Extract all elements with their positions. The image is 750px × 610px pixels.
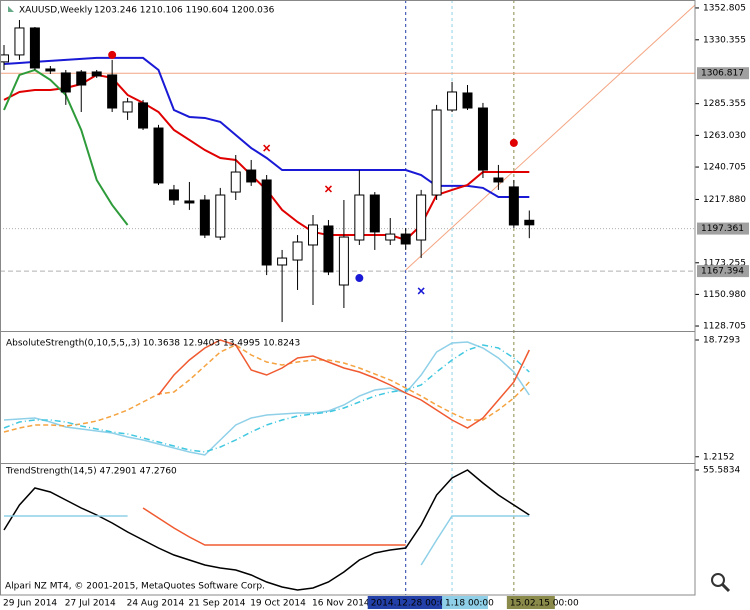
signal-cross <box>417 287 425 295</box>
level-label-box <box>697 67 749 80</box>
candle-body <box>261 179 272 266</box>
candle-body <box>477 107 488 171</box>
indicator-line <box>3 344 530 433</box>
candle-body <box>246 169 257 183</box>
candle-body <box>524 219 535 226</box>
candle-body <box>447 91 458 111</box>
y-tick-label: 55.5834 <box>703 465 740 475</box>
candle-body <box>91 71 102 77</box>
x-tick-label: 16 Nov 2014 <box>312 599 370 609</box>
y-tick-label: 1217.880 <box>703 195 746 205</box>
indicator-line <box>3 469 530 591</box>
indicator-title: TrendStrength(14,5) 47.2901 47.2760 <box>5 467 177 477</box>
candle-body <box>385 233 396 241</box>
indicator-title: AbsoluteStrength(0,10,5,5,,3) 10.3638 12… <box>6 339 300 349</box>
y-tick-label: 1352.805 <box>703 3 746 13</box>
candle-body <box>369 194 380 233</box>
ohlc-text: 1203.246 1210.106 1190.604 1200.036 <box>94 6 275 16</box>
candle-body <box>60 72 71 93</box>
signal-cross <box>263 144 271 152</box>
candle-body <box>107 74 118 109</box>
candle-body <box>168 189 179 201</box>
level-label: 1167.394 <box>701 267 744 277</box>
trendline <box>405 4 696 271</box>
signal-dot <box>355 274 364 283</box>
indicator-line <box>420 515 530 566</box>
y-tick-label: 1.2152 <box>703 452 735 462</box>
candle-body <box>416 194 427 241</box>
indicator-line <box>3 344 530 453</box>
y-tick-label: 1240.705 <box>703 163 746 173</box>
candle-body <box>76 71 87 86</box>
y-tick-label: 1173.255 <box>703 258 746 268</box>
y-tick-label: 1285.355 <box>703 99 746 109</box>
candle-body <box>277 257 288 266</box>
signal-dot <box>509 138 518 147</box>
x-tick-label: 21 Sep 2014 <box>188 599 245 609</box>
indicator-line <box>3 56 530 199</box>
time-label-box <box>506 596 555 609</box>
level-label: 1306.817 <box>701 69 744 79</box>
candle-body <box>323 225 334 273</box>
candle-body <box>493 177 504 183</box>
time-label: 2014.12.28 00:00 <box>371 599 452 609</box>
y-tick-label: 1263.030 <box>703 131 746 141</box>
candle-body <box>354 194 365 241</box>
x-tick-label: 29 Jun 2014 <box>3 599 57 609</box>
signal-dot <box>108 50 117 59</box>
candle-body <box>14 27 25 56</box>
candle-body <box>338 236 349 286</box>
x-tick-label: 19 Oct 2014 <box>250 599 306 609</box>
indicator-line <box>142 507 406 546</box>
y-tick-label: 18.7293 <box>703 336 740 346</box>
x-tick-label: 27 Jul 2014 <box>65 599 116 609</box>
time-label: 15.02.15 00:00 <box>510 599 579 609</box>
symbol-icon <box>8 6 14 12</box>
plot-border <box>0 0 696 596</box>
y-tick-label: 1330.355 <box>703 35 746 45</box>
level-label: 1197.361 <box>701 224 744 234</box>
candle-body <box>462 92 473 109</box>
time-label-box <box>442 596 489 609</box>
candle-body <box>431 109 442 196</box>
candle-body <box>199 199 210 236</box>
candle-body <box>508 186 519 226</box>
candle-body <box>153 127 164 184</box>
level-label-box <box>697 222 749 235</box>
candle-body <box>215 194 226 238</box>
time-label: 1.18 00:00 <box>445 599 494 609</box>
indicator-line <box>3 341 530 456</box>
y-tick-label: 1150.980 <box>703 290 746 300</box>
candle-body <box>292 241 303 261</box>
candle-body <box>308 224 318 246</box>
x-tick-label: 24 Aug 2014 <box>127 599 185 609</box>
candle-body <box>45 68 56 72</box>
footer: Alpari NZ MT4, © 2001-2015, MetaQuotes S… <box>5 582 265 592</box>
time-label-box <box>367 596 444 609</box>
candle-body <box>138 102 149 129</box>
candle-body <box>29 27 40 69</box>
symbol-title: XAUUSD,Weekly <box>19 6 93 16</box>
signal-cross <box>324 185 332 193</box>
candle-body <box>400 233 411 245</box>
zoom-icon[interactable] <box>711 573 731 593</box>
indicator-line <box>157 339 530 429</box>
level-label-box <box>697 265 749 278</box>
candle-body <box>0 54 9 63</box>
candle-body <box>184 200 195 204</box>
candle-body <box>122 101 133 113</box>
y-tick-label: 1128.705 <box>703 322 746 332</box>
candle-body <box>230 171 241 193</box>
